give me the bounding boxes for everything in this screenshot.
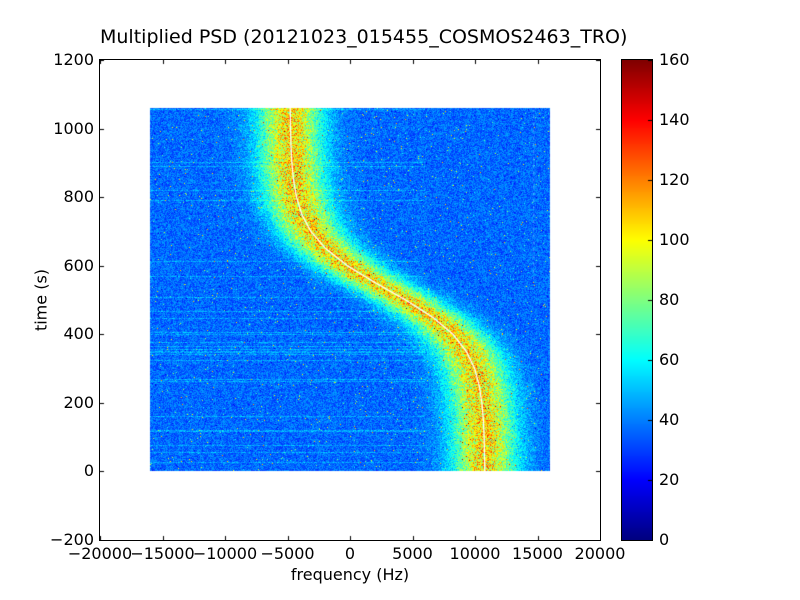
x-tick-label: 10000 [449,544,501,563]
y-tick-label: 600 [63,255,94,275]
plot-area [99,59,601,541]
colorbar-tick-label: 0 [659,530,670,549]
colorbar-tick-label: 60 [659,350,680,369]
colorbar [621,59,653,541]
x-tick-label: −10000 [192,544,258,563]
x-tick-label: 15000 [512,544,563,563]
x-tick-label: 5000 [392,544,433,563]
x-tick-label: −5000 [260,544,315,563]
y-axis-label: time (s) [31,268,51,332]
colorbar-tick-label: 40 [659,410,680,429]
colorbar-tick-label: 120 [659,170,690,189]
y-tick-label: 1000 [53,118,94,138]
x-tick-label: −20000 [67,544,133,563]
x-tick-label: 0 [344,544,356,563]
colorbar-tick-label: 100 [659,230,690,249]
colorbar-canvas [622,60,652,540]
x-tick-label: 20000 [574,544,626,563]
y-tick-label: −200 [50,530,94,549]
x-axis-label: frequency (Hz) [290,565,410,584]
colorbar-tick-label: 160 [659,50,690,69]
colorbar-tick-label: 20 [659,470,680,489]
y-tick-label: 800 [63,187,94,207]
y-tick-label: 200 [63,392,94,412]
colorbar-tick-label: 140 [659,110,690,129]
x-tick-label: −15000 [130,544,195,563]
y-tick-label: 400 [63,324,94,344]
heatmap-canvas [100,60,600,540]
y-tick-label: 0 [83,461,94,481]
colorbar-tick-label: 80 [659,290,680,309]
y-tick-label: 1200 [53,50,94,69]
chart-title: Multiplied PSD (20121023_015455_COSMOS24… [100,26,628,48]
